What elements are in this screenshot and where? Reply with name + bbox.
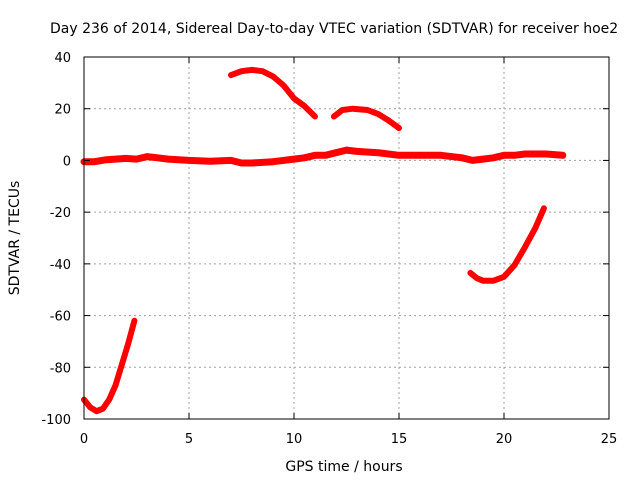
series-dip-2	[467, 205, 547, 284]
y-tick-label: -20	[50, 206, 71, 221]
series-arc-1	[228, 66, 318, 120]
x-tick-label: 5	[185, 432, 193, 447]
series-near-zero	[80, 146, 567, 167]
x-tick-label: 0	[80, 432, 88, 447]
x-tick-label: 15	[391, 432, 408, 447]
series-arc-2	[330, 105, 402, 132]
series-dip-1	[81, 317, 138, 415]
series-layer	[80, 66, 567, 415]
y-tick-label: -100	[41, 413, 71, 428]
x-axis-label: GPS time / hours	[285, 459, 402, 475]
tick-layer: 0 5 10 15 20 25 -100 -80 -60 -40 -20 0 20 40	[41, 51, 617, 447]
y-tick-label: 40	[54, 51, 71, 66]
grid-layer	[84, 57, 609, 419]
y-axis-label: SDTVAR / TECUs	[7, 181, 23, 296]
y-tick-label: -60	[50, 310, 71, 325]
chart-title: Day 236 of 2014, Sidereal Day-to-day VTE…	[50, 21, 618, 37]
y-tick-label: -40	[50, 258, 71, 273]
x-tick-label: 10	[286, 432, 303, 447]
y-tick-label: 20	[54, 103, 71, 118]
x-tick-label: 20	[496, 432, 513, 447]
x-tick-label: 25	[601, 432, 618, 447]
plot-frame	[83, 56, 610, 420]
y-tick-label: 0	[63, 154, 71, 169]
y-tick-label: -80	[50, 361, 71, 376]
